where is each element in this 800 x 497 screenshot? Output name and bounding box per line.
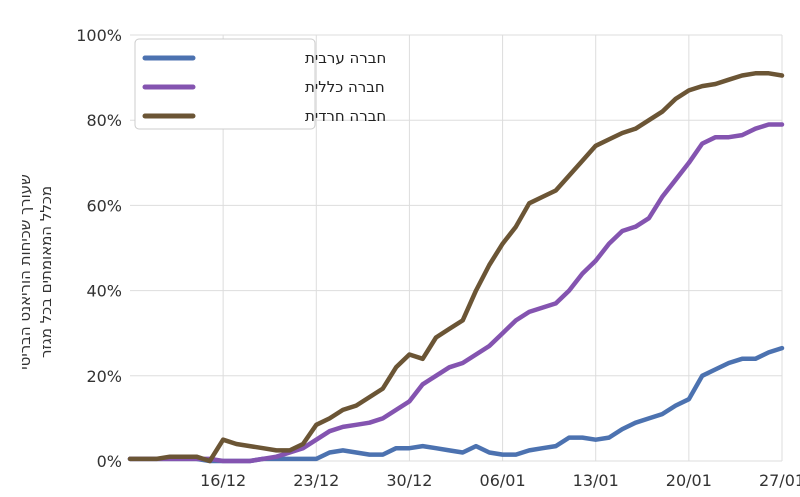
y-axis-ticks: 0% 20% 40% 60% 80% 100% <box>76 26 122 471</box>
y-tick-label: 20% <box>86 367 122 386</box>
x-tick-label: 06/01 <box>480 471 526 490</box>
y-tick-label: 0% <box>97 452 122 471</box>
y-tick-label: 60% <box>86 196 122 215</box>
series-line-1 <box>127 122 785 464</box>
legend-label-general: חברה כללית <box>305 78 385 96</box>
grid <box>130 34 783 462</box>
x-tick-label: 23/12 <box>293 471 339 490</box>
series-lines <box>127 71 785 464</box>
y-tick-label: 40% <box>86 282 122 301</box>
y-axis-label-line-2: מכלל המאומתים בכל מגזר <box>37 186 55 358</box>
legend-label-arab: חברה ערבית <box>305 49 386 67</box>
y-tick-label: 100% <box>76 26 122 45</box>
x-axis-ticks: 16/12 23/12 30/12 06/01 13/01 20/01 27/01 <box>200 471 800 490</box>
legend-label-haredi: חברה חרדית <box>305 107 386 125</box>
x-tick-label: 27/01 <box>759 471 800 490</box>
legend: חברה ערבית חברה כללית חברה חרדית <box>134 38 386 130</box>
x-tick-label: 16/12 <box>200 471 246 490</box>
x-tick-label: 13/01 <box>573 471 619 490</box>
y-axis-label-line-1: שעורך שכיחות הוריאנט הבריטי <box>16 174 34 369</box>
legend-box <box>134 38 316 130</box>
x-tick-label: 20/01 <box>666 471 712 490</box>
series-line-2 <box>127 71 785 464</box>
y-tick-label: 80% <box>86 111 122 130</box>
x-tick-label: 30/12 <box>386 471 432 490</box>
